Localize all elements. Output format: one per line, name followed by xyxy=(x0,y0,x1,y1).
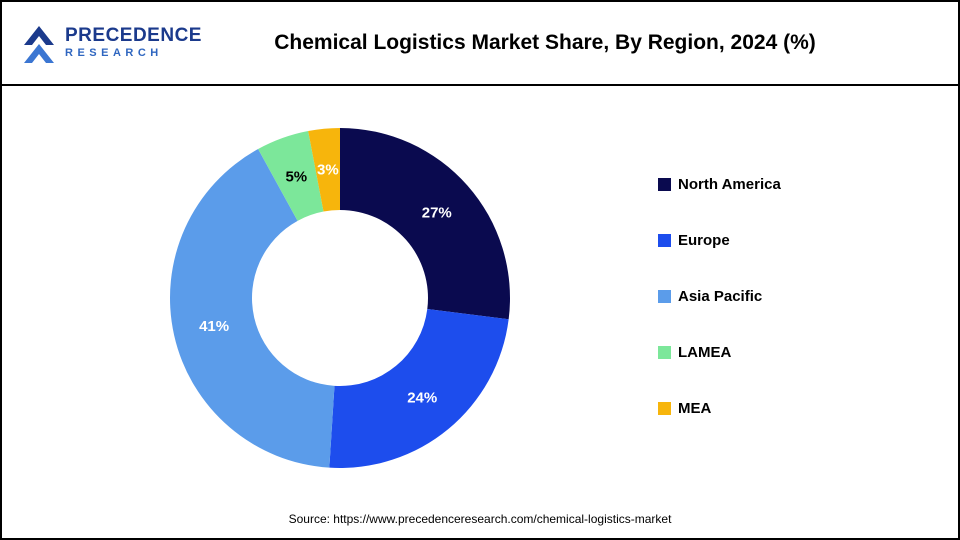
donut-slice-lamea xyxy=(258,131,324,221)
logo-line2: RESEARCH xyxy=(65,47,163,60)
page-title: Chemical Logistics Market Share, By Regi… xyxy=(274,31,816,54)
slice-value-label-north-america: 27% xyxy=(422,205,452,222)
legend-swatch-mea xyxy=(658,401,671,415)
legend-label-asia-pacific: Asia Pacific xyxy=(678,287,763,305)
chart-area: 27% 24% 41% 5% 3% North America Europe Asia Pa… xyxy=(2,86,958,538)
logo-line1: PRECEDENCE xyxy=(65,25,202,47)
legend-swatch-europe xyxy=(658,233,671,247)
slice-value-label-europe: 24% xyxy=(407,389,437,406)
donut-slice-north-america xyxy=(340,128,510,320)
legend-item-europe: Europe xyxy=(658,226,781,254)
slice-value-label-asia-pacific: 41% xyxy=(199,318,229,335)
legend-item-north-america: North America xyxy=(658,170,781,198)
legend-label-europe: Europe xyxy=(678,231,730,249)
legend-label-mea: MEA xyxy=(678,399,712,417)
legend-item-mea: MEA xyxy=(658,394,781,422)
legend-item-asia-pacific: Asia Pacific xyxy=(658,282,781,310)
legend-label-lamea: LAMEA xyxy=(678,343,732,361)
donut-slice-europe xyxy=(329,309,509,469)
slice-value-label-lamea: 5% xyxy=(285,169,307,186)
source-text: Source: https://www.precedenceresearch.c… xyxy=(288,512,672,526)
logo-text: PRECEDENCE RESEARCH xyxy=(65,26,202,59)
legend-label-north-america: North America xyxy=(678,175,781,193)
legend-swatch-asia-pacific xyxy=(658,289,671,303)
donut-chart: 27% 24% 41% 5% 3% xyxy=(170,128,510,469)
legend-swatch-lamea xyxy=(658,345,671,359)
precedence-research-logo: PRECEDENCE RESEARCH xyxy=(22,21,202,65)
donut-slice-asia-pacific xyxy=(170,149,335,468)
slice-value-label-mea: 3% xyxy=(317,162,339,179)
chart-legend: North America Europe Asia Pacific LAMEA MEA xyxy=(658,170,781,422)
legend-item-lamea: LAMEA xyxy=(658,338,781,366)
donut-slice-mea xyxy=(308,128,340,212)
logo-mark-icon xyxy=(24,26,54,63)
legend-swatch-north-america xyxy=(658,177,671,191)
header: PRECEDENCE RESEARCH Chemical Logistics M… xyxy=(2,2,958,86)
